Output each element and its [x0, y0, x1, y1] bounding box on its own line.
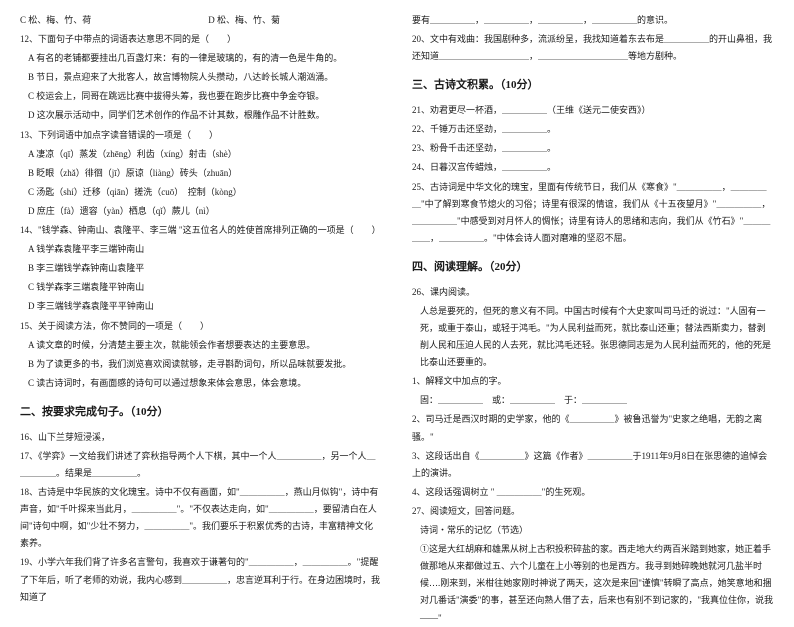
q12-C: C 校运会上，同哥在跳远比赛中拔得头筹，我也要在跑步比赛中争金夺银。	[20, 88, 382, 105]
q11-options: C 松、梅、竹、荷 D 松、梅、竹、菊	[20, 12, 382, 29]
q11-optD: D 松、梅、竹、菊	[208, 12, 280, 29]
q16: 16、山下兰芽短浸溪，	[20, 429, 382, 446]
q24: 24、日暮汉宫传蜡烛，＿＿＿＿＿。	[412, 159, 774, 176]
q13-B: B 眨眼（zhǎ）徘徊（jī）原谅（liàng）砖头（zhuān）	[20, 165, 382, 182]
q12-A: A 有名的老铺都要挂出几百盏灯来：有的一律是玻璃的，有的清一色是牛角的。	[20, 50, 382, 67]
q14: 14、"钱学森、钟南山、袁隆平、李三端 "这五位名人的姓使首席排列正确的一项是（…	[20, 222, 382, 239]
q25: 25、古诗词是中华文化的瑰宝，里面有传统节日，我们从《寒食》"＿＿＿＿＿，＿＿＿…	[412, 179, 774, 247]
p27-title: 诗词・常乐的记忆（节选）	[412, 522, 774, 539]
p26-blank: 固：＿＿＿＿＿ 或：＿＿＿＿＿ 于：＿＿＿＿＿	[412, 392, 774, 409]
p26-t3: 3、这段话出自《＿＿＿＿＿》这篇《作者》＿＿＿＿＿于1911年9月8日在张思德的…	[412, 448, 774, 482]
q19-cont: 要有＿＿＿＿＿，＿＿＿＿＿，＿＿＿＿＿，＿＿＿＿＿的意识。	[412, 12, 774, 29]
q14-A: A 钱学森袁隆平李三端钟南山	[20, 241, 382, 258]
p26-t1: 1、解释文中加点的字。	[412, 373, 774, 390]
right-column: 要有＿＿＿＿＿，＿＿＿＿＿，＿＿＿＿＿，＿＿＿＿＿的意识。 20、文中有戏曲：我…	[412, 12, 774, 550]
q13-C: C 汤匙（shí）迁移（qiān）搓洗（cuō） 控制（kòng）	[20, 184, 382, 201]
section-3-title: 三、古诗文积累。（10分）	[412, 75, 774, 96]
q27: 27、阅读短文，回答问题。	[412, 503, 774, 520]
q15: 15、关于阅读方法，你不赞同的一项是（ ）	[20, 318, 382, 335]
section-2-title: 二、按要求完成句子。（10分）	[20, 402, 382, 423]
q22: 22、千锤万击还坚劲，＿＿＿＿＿。	[412, 121, 774, 138]
q26: 26、课内阅读。	[412, 284, 774, 301]
q14-B: B 李三端钱学森钟南山袁隆平	[20, 260, 382, 277]
q13-D: D 庶庄（fà）遗容（yàn）栖息（qǐ）蕨儿（nì）	[20, 203, 382, 220]
p26-t4: 4、这段话强调树立 " ＿＿＿＿＿"的生死观。	[412, 484, 774, 501]
q13: 13、下列词语中加点字读音错误的一项是（ ）	[20, 127, 382, 144]
p26-t2: 2、司马迁是西汉时期的史学家，他的《＿＿＿＿＿》被鲁迅誉为"史家之绝唱，无韵之离…	[412, 411, 774, 445]
q21: 21、劝君更尽一杯酒，＿＿＿＿＿（王维《送元二使安西》）	[412, 102, 774, 119]
q18: 18、古诗是中华民族的文化瑰宝。诗中不仅有画面，如"＿＿＿＿＿，燕山月似钩"，诗…	[20, 484, 382, 552]
section-4-title: 四、阅读理解。（20分）	[412, 257, 774, 278]
q17: 17、《学弈》一文给我们讲述了弈秋指导两个人下棋，其中一个人＿＿＿＿＿，另一个人…	[20, 448, 382, 482]
q23: 23、粉骨千击还坚劲，＿＿＿＿＿。	[412, 140, 774, 157]
q15-B: B 为了读更多的书，我们浏览喜欢阅读就够，走寻斟酌词句，所以品味就要发批。	[20, 356, 382, 373]
q14-D: D 李三端钱学森袁隆平平钟南山	[20, 298, 382, 315]
left-column: C 松、梅、竹、荷 D 松、梅、竹、菊 12、下面句子中带点的词语表达意思不同的…	[20, 12, 382, 550]
q15-A: A 读文章的时候，分清楚主要主次，就能领会作者想要表达的主要意思。	[20, 337, 382, 354]
p26-1: 人总是要死的，但死的意义有不同。中国古时候有个大史家叫司马迁的说过："人固有一死…	[412, 303, 774, 371]
q12-D: D 这次展示活动中，同学们艺术创作的作品不计其数，根雕作品不计胜数。	[20, 107, 382, 124]
q19: 19、小学六年我们背了许多名言警句，我喜欢于谦著句的"＿＿＿＿＿，＿＿＿＿＿。"…	[20, 554, 382, 605]
q20: 20、文中有戏曲：我国剧种多，流派纷呈，我找知道着东去布是＿＿＿＿＿的开山鼻祖，…	[412, 31, 774, 65]
q14-C: C 钱学森李三端袁隆平钟南山	[20, 279, 382, 296]
p27-1: ①这是大红胡麻和雄黑从树上古积投积碎盐的家。西走地大约两百米踏到她家，她正着手做…	[412, 541, 774, 626]
q12-B: B 节日，景点迎来了大批客人，故宫博物院人头攒动，八达岭长城人潮汹涌。	[20, 69, 382, 86]
q15-C: C 读古诗词时，有画面感的诗句可以通过想象来体会意思，体会意境。	[20, 375, 382, 392]
q13-A: A 凄凉（qī）蒸发（zhēng）利齿（xíng）射击（shè）	[20, 146, 382, 163]
q11-optC: C 松、梅、竹、荷	[20, 12, 208, 29]
q12: 12、下面句子中带点的词语表达意思不同的是（ ）	[20, 31, 382, 48]
